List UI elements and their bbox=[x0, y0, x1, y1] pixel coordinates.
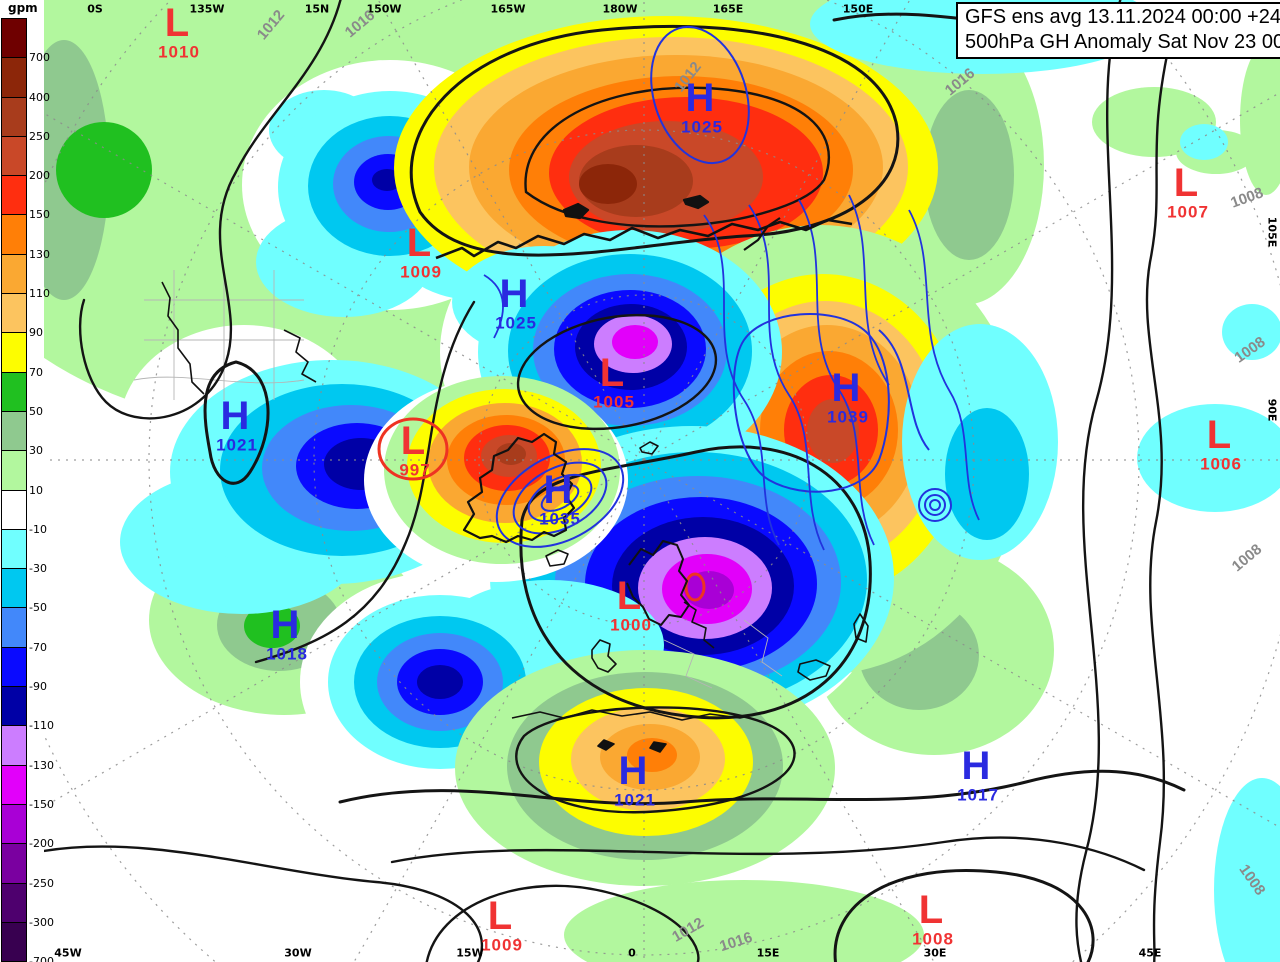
legend-value: -300 bbox=[29, 915, 54, 929]
anomaly-map bbox=[44, 0, 1280, 962]
legend-swatch: 70 bbox=[1, 332, 43, 379]
legend-swatch: -300 bbox=[1, 882, 54, 929]
title-line-1: GFS ens avg 13.11.2024 00:00 +240 h bbox=[965, 6, 1280, 28]
low-marker-circles bbox=[377, 417, 706, 602]
legend-swatches: 700 400 250 200 150 130 110 90 70 50 30 10 -10 -30 -50… bbox=[1, 18, 54, 962]
legend-value: -50 bbox=[29, 601, 47, 615]
legend-swatch: -150 bbox=[1, 764, 54, 811]
legend-value: -30 bbox=[29, 562, 47, 576]
legend-value: 130 bbox=[29, 247, 50, 261]
legend-swatch: 130 bbox=[1, 214, 50, 261]
legend-value: 150 bbox=[29, 208, 50, 222]
legend-swatch: 150 bbox=[1, 175, 50, 221]
legend-unit-label: gpm bbox=[8, 1, 38, 15]
legend-swatch: -250 bbox=[1, 843, 54, 890]
legend-value: 700 bbox=[29, 51, 50, 65]
legend-value: 90 bbox=[29, 326, 43, 340]
legend-value: -90 bbox=[29, 680, 47, 694]
legend-swatch: 110 bbox=[1, 253, 50, 300]
isobar-contours bbox=[44, 0, 1186, 962]
legend-swatch: 700 bbox=[1, 18, 50, 64]
legend-swatch: -700 bbox=[1, 921, 54, 962]
anomaly-bottom-high bbox=[455, 650, 835, 886]
color-scale-legend: gpm 700 400 250 200 150 130 110 90 70 50 30 10 -10 -3… bbox=[0, 0, 54, 962]
map-art bbox=[44, 0, 1280, 962]
legend-value: -250 bbox=[29, 876, 54, 890]
legend-value: 400 bbox=[29, 90, 50, 104]
title-line-2: 500hPa GH Anomaly Sat Nov 23 00h bbox=[965, 31, 1280, 53]
legend-swatch: 10 bbox=[1, 450, 43, 497]
legend-value: 200 bbox=[29, 169, 50, 183]
legend-swatch: -30 bbox=[1, 528, 47, 575]
legend-swatch: 90 bbox=[1, 293, 43, 339]
legend-value: -130 bbox=[29, 758, 54, 772]
legend-value: 250 bbox=[29, 129, 50, 143]
legend-swatch: -200 bbox=[1, 803, 54, 850]
legend-swatch: 250 bbox=[1, 96, 50, 143]
legend-swatch: -50 bbox=[1, 568, 47, 614]
height-contours-blue bbox=[483, 25, 980, 551]
legend-value: 70 bbox=[29, 365, 43, 379]
legend-value: -10 bbox=[29, 522, 47, 536]
legend-swatch: -70 bbox=[1, 607, 47, 654]
legend-swatch: 200 bbox=[1, 135, 50, 182]
country-borders bbox=[133, 270, 783, 689]
legend-value: -150 bbox=[29, 797, 54, 811]
legend-value: 30 bbox=[29, 444, 43, 458]
legend-swatch: -10 bbox=[1, 489, 47, 536]
graticule bbox=[44, 0, 1280, 962]
legend-swatch: -130 bbox=[1, 725, 54, 772]
legend-swatch: 50 bbox=[1, 371, 43, 418]
legend-value: -70 bbox=[29, 640, 47, 654]
legend-swatch: 30 bbox=[1, 410, 43, 457]
legend-value: 110 bbox=[29, 287, 50, 301]
map-title-box: GFS ens avg 13.11.2024 00:00 +240 h 500h… bbox=[956, 2, 1280, 59]
legend-swatch: -110 bbox=[1, 686, 54, 732]
legend-swatch: 400 bbox=[1, 57, 50, 104]
legend-value: 10 bbox=[29, 483, 43, 497]
legend-value: 50 bbox=[29, 404, 43, 418]
legend-swatch: -90 bbox=[1, 646, 47, 693]
legend-value: -200 bbox=[29, 837, 54, 851]
coastlines bbox=[161, 194, 869, 753]
legend-value: -110 bbox=[29, 719, 54, 733]
legend-value: -700 bbox=[29, 955, 54, 962]
